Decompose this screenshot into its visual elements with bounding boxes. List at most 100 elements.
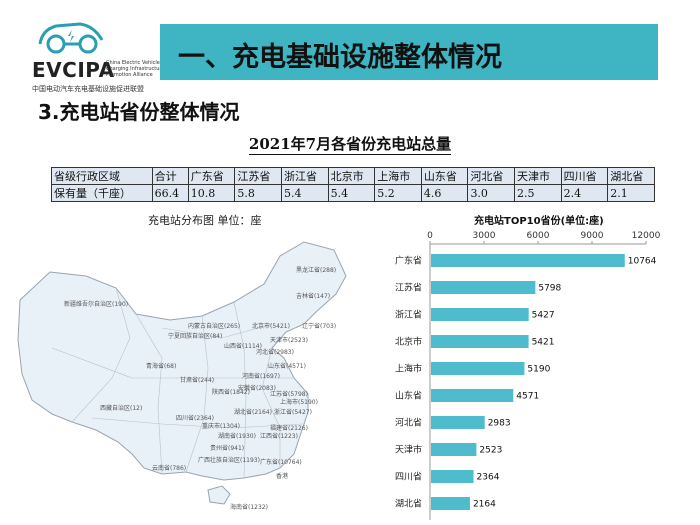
map-label: 河南省(1697) — [242, 372, 280, 380]
bar — [431, 362, 525, 375]
bar — [431, 416, 485, 429]
page-title: 一、充电基础设施整体情况 — [178, 42, 502, 73]
category-label: 浙江省 — [395, 309, 422, 321]
table-cell: 10.8 — [187, 184, 236, 202]
map-label: 陕西省(1842) — [212, 388, 250, 396]
value-label: 5427 — [532, 311, 555, 321]
x-tick-label: 0 — [427, 231, 433, 241]
category-label: 山东省 — [395, 390, 422, 402]
table-cell: 合计 — [151, 167, 189, 185]
logo-brand-subtitle: China Electric Vehicle Charging Infrastr… — [106, 60, 165, 78]
map-label: 湖南省(1930) — [218, 432, 256, 440]
category-label: 湖北省 — [395, 498, 422, 510]
map-title: 充电站分布图 单位：座 — [148, 214, 262, 227]
bar — [431, 254, 625, 267]
table-cell: 66.4 — [151, 184, 189, 202]
map-label: 江苏省(5798) — [270, 390, 308, 398]
table-cell: 四川省 — [560, 167, 609, 185]
table-cell: 5.8 — [234, 184, 282, 202]
china-distribution-map: 黑龙江省(288) 吉林省(147) 新疆维吾尔自治区(190) 内蒙古自治区(… — [17, 241, 347, 511]
map-label: 福建省(2126) — [270, 424, 308, 432]
category-label: 广东省 — [395, 255, 422, 267]
table-cell: 2.1 — [607, 184, 655, 202]
table-cell: 湖北省 — [607, 167, 655, 185]
map-label: 西藏自治区(12) — [100, 404, 142, 412]
bar-chart-title: 充电站TOP10省份(单位:座) — [474, 216, 604, 227]
map-label: 甘肃省(244) — [180, 376, 214, 384]
value-label: 10764 — [628, 257, 657, 267]
value-label: 4571 — [516, 392, 539, 402]
logo-brand: EVCIPA — [32, 58, 115, 82]
value-label: 2164 — [473, 500, 496, 510]
table-cell: 山东省 — [420, 167, 469, 185]
map-label: 黑龙江省(288) — [296, 266, 336, 274]
map-label: 新疆维吾尔自治区(190) — [64, 300, 128, 308]
category-label: 北京市 — [395, 336, 422, 348]
value-label: 2523 — [479, 446, 502, 456]
table-cell: 4.6 — [420, 184, 469, 202]
map-label: 香港 — [276, 472, 288, 480]
map-label: 云南省(786) — [152, 464, 186, 472]
logo-alliance-name: 中国电动汽车充电基础设施促进联盟 — [32, 85, 144, 93]
map-label: 河北省(2983) — [256, 348, 294, 356]
bar — [431, 497, 470, 510]
header-banner: 一、充电基础设施整体情况 — [160, 24, 658, 80]
map-label: 山东省(4571) — [268, 362, 306, 370]
bar — [431, 389, 514, 402]
evcipa-logo: EVCIPA China Electric Vehicle Charging I… — [14, 14, 174, 94]
category-label: 四川省 — [395, 471, 422, 483]
map-label: 四川省(2364) — [176, 414, 214, 422]
table-cell: 2.4 — [560, 184, 609, 202]
value-label: 5798 — [538, 284, 561, 294]
category-label: 天津市 — [395, 444, 422, 456]
category-label: 江苏省 — [395, 282, 422, 294]
bar — [431, 443, 477, 456]
ev-car-plug-icon — [38, 22, 104, 54]
table-cell: 省级行政区域 — [51, 167, 153, 185]
bar — [431, 281, 536, 294]
table-cell: 河北省 — [467, 167, 516, 185]
table-title: 2021年7月各省份充电站总量 — [0, 133, 700, 155]
map-label: 辽宁省(703) — [302, 322, 336, 330]
map-label: 天津市(2523) — [270, 336, 308, 344]
category-label: 上海市 — [395, 363, 422, 375]
table-cell: 上海市 — [374, 167, 422, 185]
bar — [431, 335, 529, 348]
x-tick-label: 12000 — [632, 231, 661, 241]
map-label: 广东省(10764) — [260, 458, 302, 466]
x-tick-label: 3000 — [473, 231, 496, 241]
table-cell: 5.4 — [327, 184, 376, 202]
map-label: 北京市(5421) — [252, 322, 290, 330]
table-cell: 5.2 — [374, 184, 422, 202]
table-cell: 3.0 — [467, 184, 516, 202]
table-cell: 2.5 — [514, 184, 562, 202]
value-label: 5190 — [527, 365, 550, 375]
table-cell: 保有量（千座） — [51, 184, 153, 202]
map-label: 宁夏回族自治区(84) — [168, 332, 222, 340]
x-tick-label: 9000 — [581, 231, 604, 241]
table-header-row: 省级行政区域 合计 广东省 江苏省 浙江省 北京市 上海市 山东省 河北省 天津… — [51, 167, 655, 185]
table-cell: 北京市 — [327, 167, 376, 185]
bar — [431, 470, 474, 483]
map-label: 重庆市(1304) — [202, 422, 240, 430]
map-label: 上海市(5190) — [280, 398, 318, 406]
bar — [431, 308, 529, 321]
map-label: 海南省(1232) — [230, 503, 268, 511]
province-table: 省级行政区域 合计 广东省 江苏省 浙江省 北京市 上海市 山东省 河北省 天津… — [51, 167, 655, 202]
value-label: 2983 — [488, 419, 511, 429]
map-label: 山西省(1114) — [224, 342, 262, 350]
section-title: 3.充电站省份整体情况 — [38, 100, 240, 124]
map-label: 青海省(68) — [146, 362, 176, 370]
table-cell: 浙江省 — [281, 167, 329, 185]
table-cell: 江苏省 — [234, 167, 282, 185]
map-label: 内蒙古自治区(265) — [188, 322, 240, 330]
category-label: 河北省 — [395, 417, 422, 429]
map-label: 湖北省(2164) — [234, 408, 272, 416]
map-label: 安徽省(2083) — [238, 384, 276, 392]
value-label: 5421 — [532, 338, 555, 348]
table-title-text: 2021年7月各省份充电站总量 — [248, 135, 452, 155]
map-label: 吉林省(147) — [296, 292, 330, 300]
map-label: 浙江省(5427) — [274, 408, 312, 416]
table-cell: 天津市 — [514, 167, 562, 185]
map-label: 江西省(1223) — [260, 432, 298, 440]
